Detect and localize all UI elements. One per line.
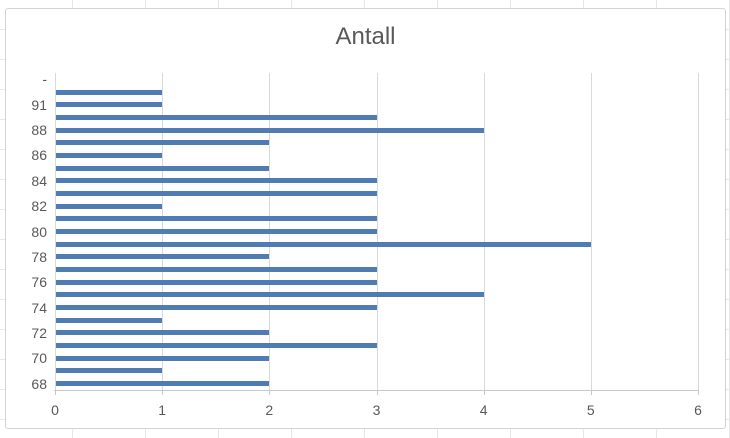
- bar-69[interactable]: [56, 368, 163, 374]
- bar-90[interactable]: [56, 114, 377, 120]
- x-axis-tick: [698, 390, 699, 395]
- y-axis-label--: -: [42, 71, 47, 88]
- bar-77[interactable]: [56, 267, 377, 273]
- bar-74[interactable]: [56, 305, 377, 311]
- bar-92[interactable]: [56, 89, 163, 95]
- bar-85[interactable]: [56, 165, 270, 171]
- x-axis-tick: [269, 390, 271, 395]
- y-axis-label-70: 70: [31, 350, 47, 367]
- gridline-x-4: [483, 73, 485, 390]
- plot-area: [55, 73, 699, 390]
- bar-75[interactable]: [56, 292, 484, 298]
- bar-79[interactable]: [56, 241, 591, 247]
- x-axis-tick: [590, 390, 592, 395]
- x-axis-label-4: 4: [479, 402, 488, 418]
- x-axis-tick: [55, 390, 56, 395]
- y-axis-label-72: 72: [31, 324, 47, 341]
- y-axis-label-88: 88: [31, 122, 47, 139]
- x-axis-tick: [162, 390, 164, 395]
- bar-76[interactable]: [56, 279, 377, 285]
- bar-81[interactable]: [56, 216, 377, 222]
- y-axis-label-74: 74: [31, 299, 47, 316]
- x-axis-label-2: 2: [265, 402, 274, 418]
- x-axis-label-1: 1: [158, 402, 167, 418]
- y-axis-label-76: 76: [31, 274, 47, 291]
- bar-88[interactable]: [56, 127, 484, 133]
- bar-78[interactable]: [56, 254, 270, 260]
- gridline-x-3: [376, 73, 378, 390]
- gridline-x-5: [590, 73, 592, 390]
- bar-83[interactable]: [56, 190, 377, 196]
- x-axis-label-0: 0: [51, 402, 59, 418]
- bar-91[interactable]: [56, 102, 163, 108]
- y-axis-label-86: 86: [31, 147, 47, 164]
- y-axis-label-80: 80: [31, 223, 47, 240]
- y-axis-label-82: 82: [31, 198, 47, 215]
- bar-71[interactable]: [56, 343, 377, 349]
- chart-title[interactable]: Antall: [335, 23, 396, 50]
- x-axis-label-5: 5: [586, 402, 595, 418]
- y-axis-label-78: 78: [31, 248, 47, 265]
- bar-72[interactable]: [56, 330, 270, 336]
- chart-area[interactable]: Antall 0 1 2 3 4 5 6 - 91 88 86 84 82 80 78 76 74 72 70 68: [5, 8, 726, 429]
- x-axis-tick: [376, 390, 378, 395]
- gridline-x-6: [698, 73, 699, 390]
- bar-82[interactable]: [56, 203, 163, 209]
- x-axis-label-6: 6: [694, 402, 702, 418]
- y-axis-label-91: 91: [31, 96, 47, 113]
- bar-73[interactable]: [56, 317, 163, 323]
- y-axis-label-84: 84: [31, 172, 47, 189]
- bar-84[interactable]: [56, 178, 377, 184]
- bar-70[interactable]: [56, 355, 270, 361]
- bar-80[interactable]: [56, 229, 377, 234]
- gridline-x-0: [55, 73, 56, 390]
- x-axis-label-3: 3: [372, 402, 381, 418]
- bar-68[interactable]: [56, 381, 270, 387]
- bar-86[interactable]: [56, 152, 163, 158]
- y-axis-label-68: 68: [31, 375, 47, 392]
- bar-87[interactable]: [56, 140, 270, 146]
- x-axis-tick: [483, 390, 485, 395]
